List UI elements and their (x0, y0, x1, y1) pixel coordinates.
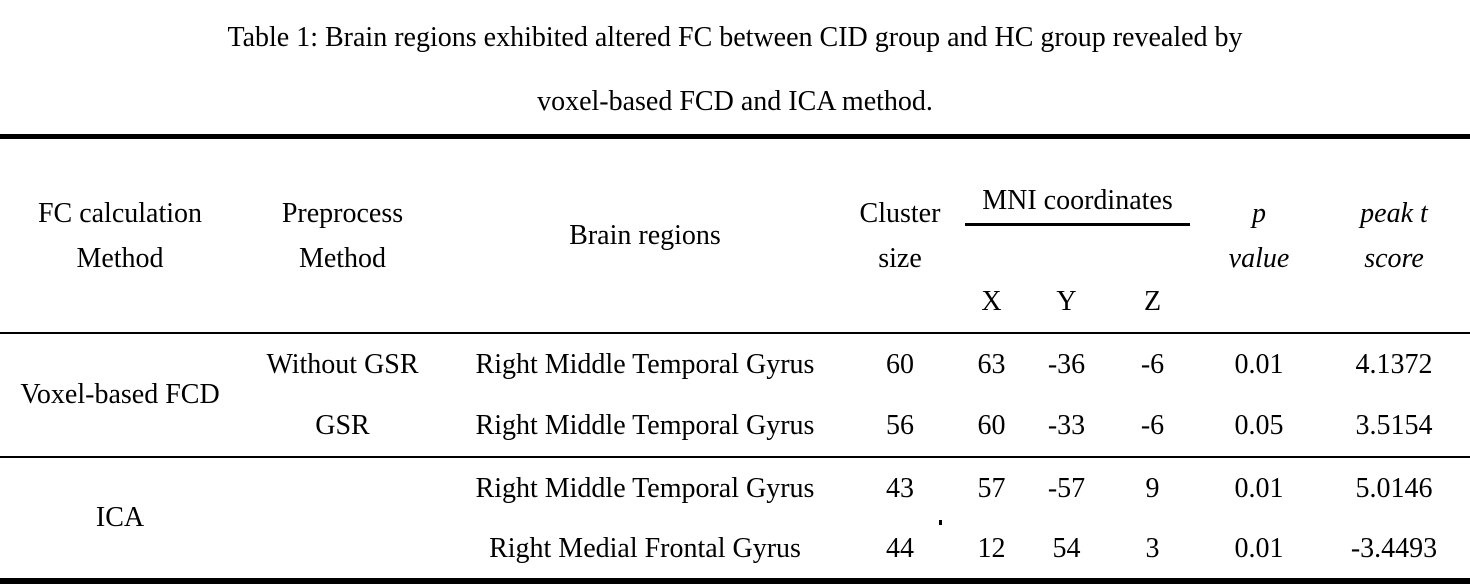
cell-peak-t: -3.4493 (1350, 532, 1438, 564)
cell-cluster-size: 43 (845, 456, 955, 519)
cell-cluster-size: 44 (886, 532, 914, 564)
cell-peak-t: 4.1372 (1318, 332, 1470, 395)
table-caption-line-2: voxel-based FCD and ICA method. (537, 86, 933, 117)
cell-mni-y: -36 (1028, 332, 1105, 395)
cell-cluster-size: 56 (886, 409, 914, 441)
table-caption: Table 1: Brain regions exhibited altered… (0, 0, 1470, 134)
table-row: ICA Right Middle Temporal Gyrus 43 57 -5… (0, 456, 1470, 581)
table-header: FC calculation Method Preprocess Method … (0, 137, 1470, 334)
table-row: Voxel-based FCD Without GSR Right Middle… (0, 332, 1470, 457)
cell-mni-z: -6 (1140, 409, 1165, 441)
cell-brain-region: Right Middle Temporal Gyrus (445, 332, 845, 395)
cell-peak-t: 5.0146 (1318, 456, 1470, 519)
cell-mni-z: -6 (1105, 332, 1200, 395)
cell-mni-x: 57 (955, 456, 1028, 519)
cell-preprocess (240, 456, 445, 519)
cell-mni-y: -57 (1028, 456, 1105, 519)
table-body: Voxel-based FCD Without GSR Right Middle… (0, 332, 1470, 581)
header-cluster-size: Cluster size (859, 197, 941, 274)
header-mni-x: X (981, 286, 1002, 317)
cell-peak-t: 3.5154 (1355, 409, 1433, 441)
cell-mni-z: 3 (1145, 532, 1160, 564)
cell-p-value: 0.01 (1200, 332, 1318, 395)
table-caption-line-1: Table 1: Brain regions exhibited altered… (227, 22, 1243, 53)
cell-mni-y: 54 (1052, 532, 1081, 564)
header-preprocess-method: Preprocess Method (281, 197, 404, 274)
header-brain-regions: Brain regions (569, 220, 721, 251)
stray-mark (939, 520, 942, 525)
cell-mni-x: 60 (977, 409, 1006, 441)
header-peak-t-score: peak t score (1360, 197, 1428, 274)
table-row: Right Medial Frontal Gyrus 44 12 54 3 0.… (0, 519, 1470, 581)
cell-p-value: 0.05 (1234, 409, 1284, 441)
cell-preprocess: Without GSR (240, 332, 445, 395)
cell-mni-z: 9 (1105, 456, 1200, 519)
cell-method-group: ICA (0, 456, 240, 581)
header-fc-calculation-method: FC calculation Method (37, 197, 203, 274)
header-mni-z: Z (1143, 286, 1162, 317)
header-mni-y: Y (1056, 286, 1077, 317)
cell-p-value: 0.01 (1200, 456, 1318, 519)
cell-mni-y: -33 (1047, 409, 1086, 441)
cell-brain-region: Right Middle Temporal Gyrus (445, 456, 845, 519)
results-table: FC calculation Method Preprocess Method … (0, 134, 1470, 584)
cell-mni-x: 12 (977, 532, 1006, 564)
mni-underline: MNI coordinates (965, 184, 1190, 226)
cell-cluster-size: 60 (845, 332, 955, 395)
header-p-value: p value (1228, 197, 1290, 274)
cell-p-value: 0.01 (1234, 532, 1284, 564)
cell-preprocess: GSR (315, 409, 370, 441)
table-row: GSR Right Middle Temporal Gyrus 56 60 -3… (0, 395, 1470, 457)
cell-brain-region: Right Medial Frontal Gyrus (489, 532, 801, 564)
header-mni-coordinates: MNI coordinates (955, 137, 1200, 272)
cell-preprocess (240, 519, 445, 581)
cell-method-group: Voxel-based FCD (0, 332, 240, 457)
cell-brain-region: Right Middle Temporal Gyrus (475, 409, 815, 441)
cell-mni-x: 63 (955, 332, 1028, 395)
